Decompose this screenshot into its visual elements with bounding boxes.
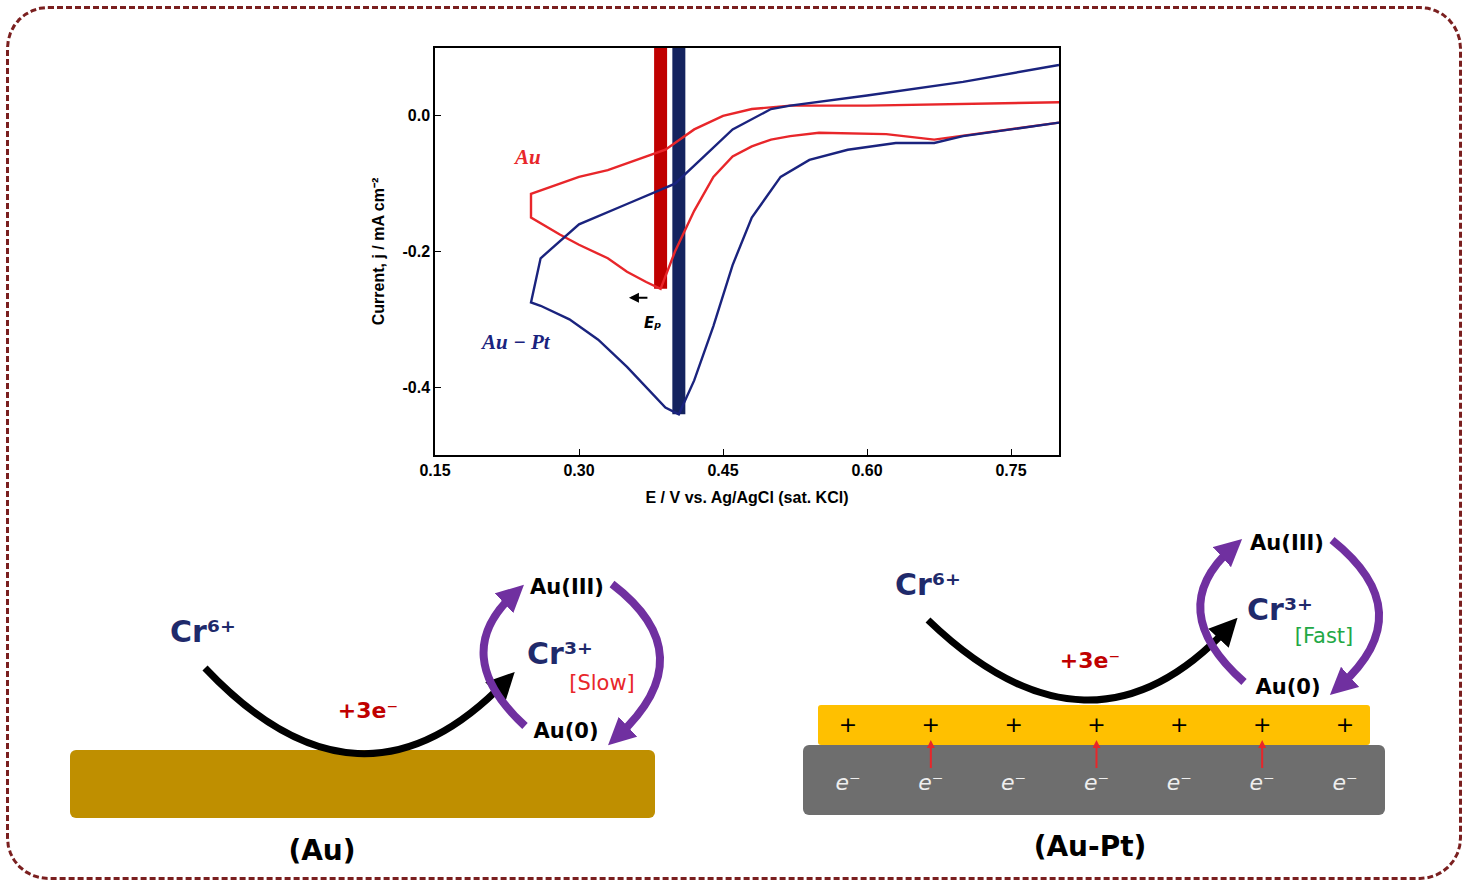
svg-text:e⁻: e⁻ bbox=[1250, 770, 1275, 795]
svg-text:Au − Pt: Au − Pt bbox=[480, 330, 551, 354]
svg-text:0.15: 0.15 bbox=[419, 462, 450, 479]
svg-text:+: + bbox=[1336, 712, 1354, 737]
svg-text:+: + bbox=[1004, 712, 1022, 737]
svg-text:+3e⁻: +3e⁻ bbox=[338, 698, 398, 723]
svg-text:0.30: 0.30 bbox=[563, 462, 594, 479]
svg-text:0.45: 0.45 bbox=[707, 462, 738, 479]
svg-text:Cr⁶⁺: Cr⁶⁺ bbox=[895, 567, 961, 602]
svg-text:Current, j / mA cm⁻²: Current, j / mA cm⁻² bbox=[370, 178, 387, 326]
svg-text:+: + bbox=[1170, 712, 1188, 737]
svg-text:Eₚ: Eₚ bbox=[644, 314, 661, 332]
svg-text:Au(0): Au(0) bbox=[533, 719, 598, 743]
svg-text:Au(III): Au(III) bbox=[530, 575, 604, 599]
svg-text:+: + bbox=[839, 712, 857, 737]
svg-text:e⁻: e⁻ bbox=[1332, 770, 1357, 795]
svg-text:0.0: 0.0 bbox=[408, 107, 430, 124]
svg-text:Au(0): Au(0) bbox=[1255, 675, 1320, 699]
svg-text:e⁻: e⁻ bbox=[1167, 770, 1192, 795]
svg-text:+: + bbox=[1087, 712, 1105, 737]
svg-text:Au(III): Au(III) bbox=[1250, 531, 1324, 555]
svg-text:+: + bbox=[922, 712, 940, 737]
svg-text:-0.4: -0.4 bbox=[402, 379, 430, 396]
svg-text:e⁻: e⁻ bbox=[835, 770, 860, 795]
svg-text:Cr³⁺: Cr³⁺ bbox=[1247, 592, 1313, 627]
svg-text:0.60: 0.60 bbox=[851, 462, 882, 479]
svg-text:Cr³⁺: Cr³⁺ bbox=[527, 636, 593, 671]
svg-text:[Fast]: [Fast] bbox=[1295, 624, 1354, 648]
svg-text:(Au-Pt): (Au-Pt) bbox=[1034, 830, 1147, 863]
svg-text:E / V vs. Ag/AgCl (sat. KCl): E / V vs. Ag/AgCl (sat. KCl) bbox=[646, 489, 849, 506]
svg-text:-0.2: -0.2 bbox=[402, 243, 430, 260]
svg-text:Cr⁶⁺: Cr⁶⁺ bbox=[170, 614, 236, 649]
svg-text:0.75: 0.75 bbox=[995, 462, 1026, 479]
svg-text:e⁻: e⁻ bbox=[1001, 770, 1026, 795]
svg-text:Au: Au bbox=[513, 145, 541, 169]
svg-text:e⁻: e⁻ bbox=[918, 770, 943, 795]
svg-text:+3e⁻: +3e⁻ bbox=[1060, 648, 1120, 673]
svg-text:+: + bbox=[1253, 712, 1271, 737]
svg-text:(Au): (Au) bbox=[288, 834, 355, 867]
svg-text:e⁻: e⁻ bbox=[1084, 770, 1109, 795]
svg-text:[Slow]: [Slow] bbox=[569, 671, 635, 695]
